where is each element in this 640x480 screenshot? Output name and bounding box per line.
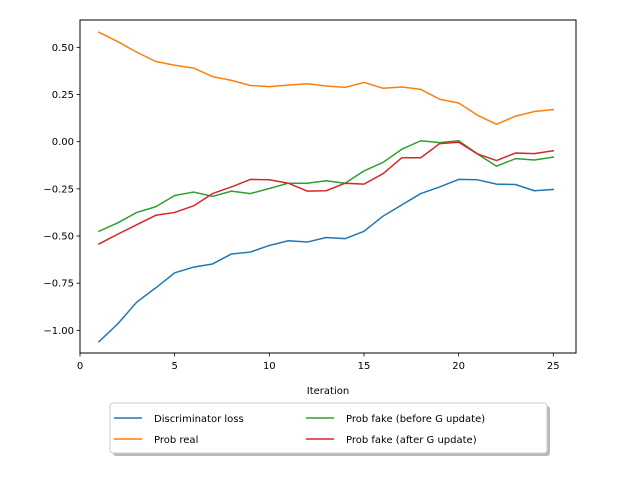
x-tick-label: 5	[171, 361, 177, 372]
y-tick-label: −0.75	[43, 279, 74, 290]
y-tick-label: 0.25	[52, 90, 74, 101]
x-axis-label: Iteration	[307, 386, 349, 397]
legend-items: Discriminator loss Prob real Prob fake (be…	[114, 414, 485, 446]
y-tick-label: −0.50	[43, 232, 74, 243]
y-tick-label: −0.25	[43, 184, 74, 195]
y-axis-ticks: 0.50 0.25 0.00 −0.25 −0.50 −0.75 −1.00	[43, 43, 80, 337]
x-tick-label: 0	[77, 361, 83, 372]
series-line-4	[97, 141, 555, 245]
y-tick-label: 0.50	[52, 43, 74, 54]
x-tick-label: 15	[358, 361, 371, 372]
x-tick-label: 10	[263, 361, 276, 372]
legend-box	[109, 402, 548, 454]
y-tick-label: 0.00	[52, 137, 74, 148]
series-line-2	[97, 31, 555, 126]
legend-label-2: Prob real	[154, 435, 198, 446]
x-tick-label: 20	[452, 361, 465, 372]
legend-label-4: Prob fake (after G update)	[346, 435, 477, 446]
x-tick-label: 25	[547, 361, 560, 372]
legend: Discriminator loss Prob real Prob fake (be…	[109, 402, 550, 456]
plot-frame	[79, 19, 577, 354]
series-line-1	[97, 178, 555, 343]
plot-lines	[97, 31, 555, 343]
legend-label-1: Discriminator loss	[154, 414, 244, 425]
y-tick-label: −1.00	[43, 326, 74, 337]
x-axis-ticks: 0 5 10 15 20 25	[77, 353, 560, 372]
legend-label-3: Prob fake (before G update)	[346, 414, 485, 425]
